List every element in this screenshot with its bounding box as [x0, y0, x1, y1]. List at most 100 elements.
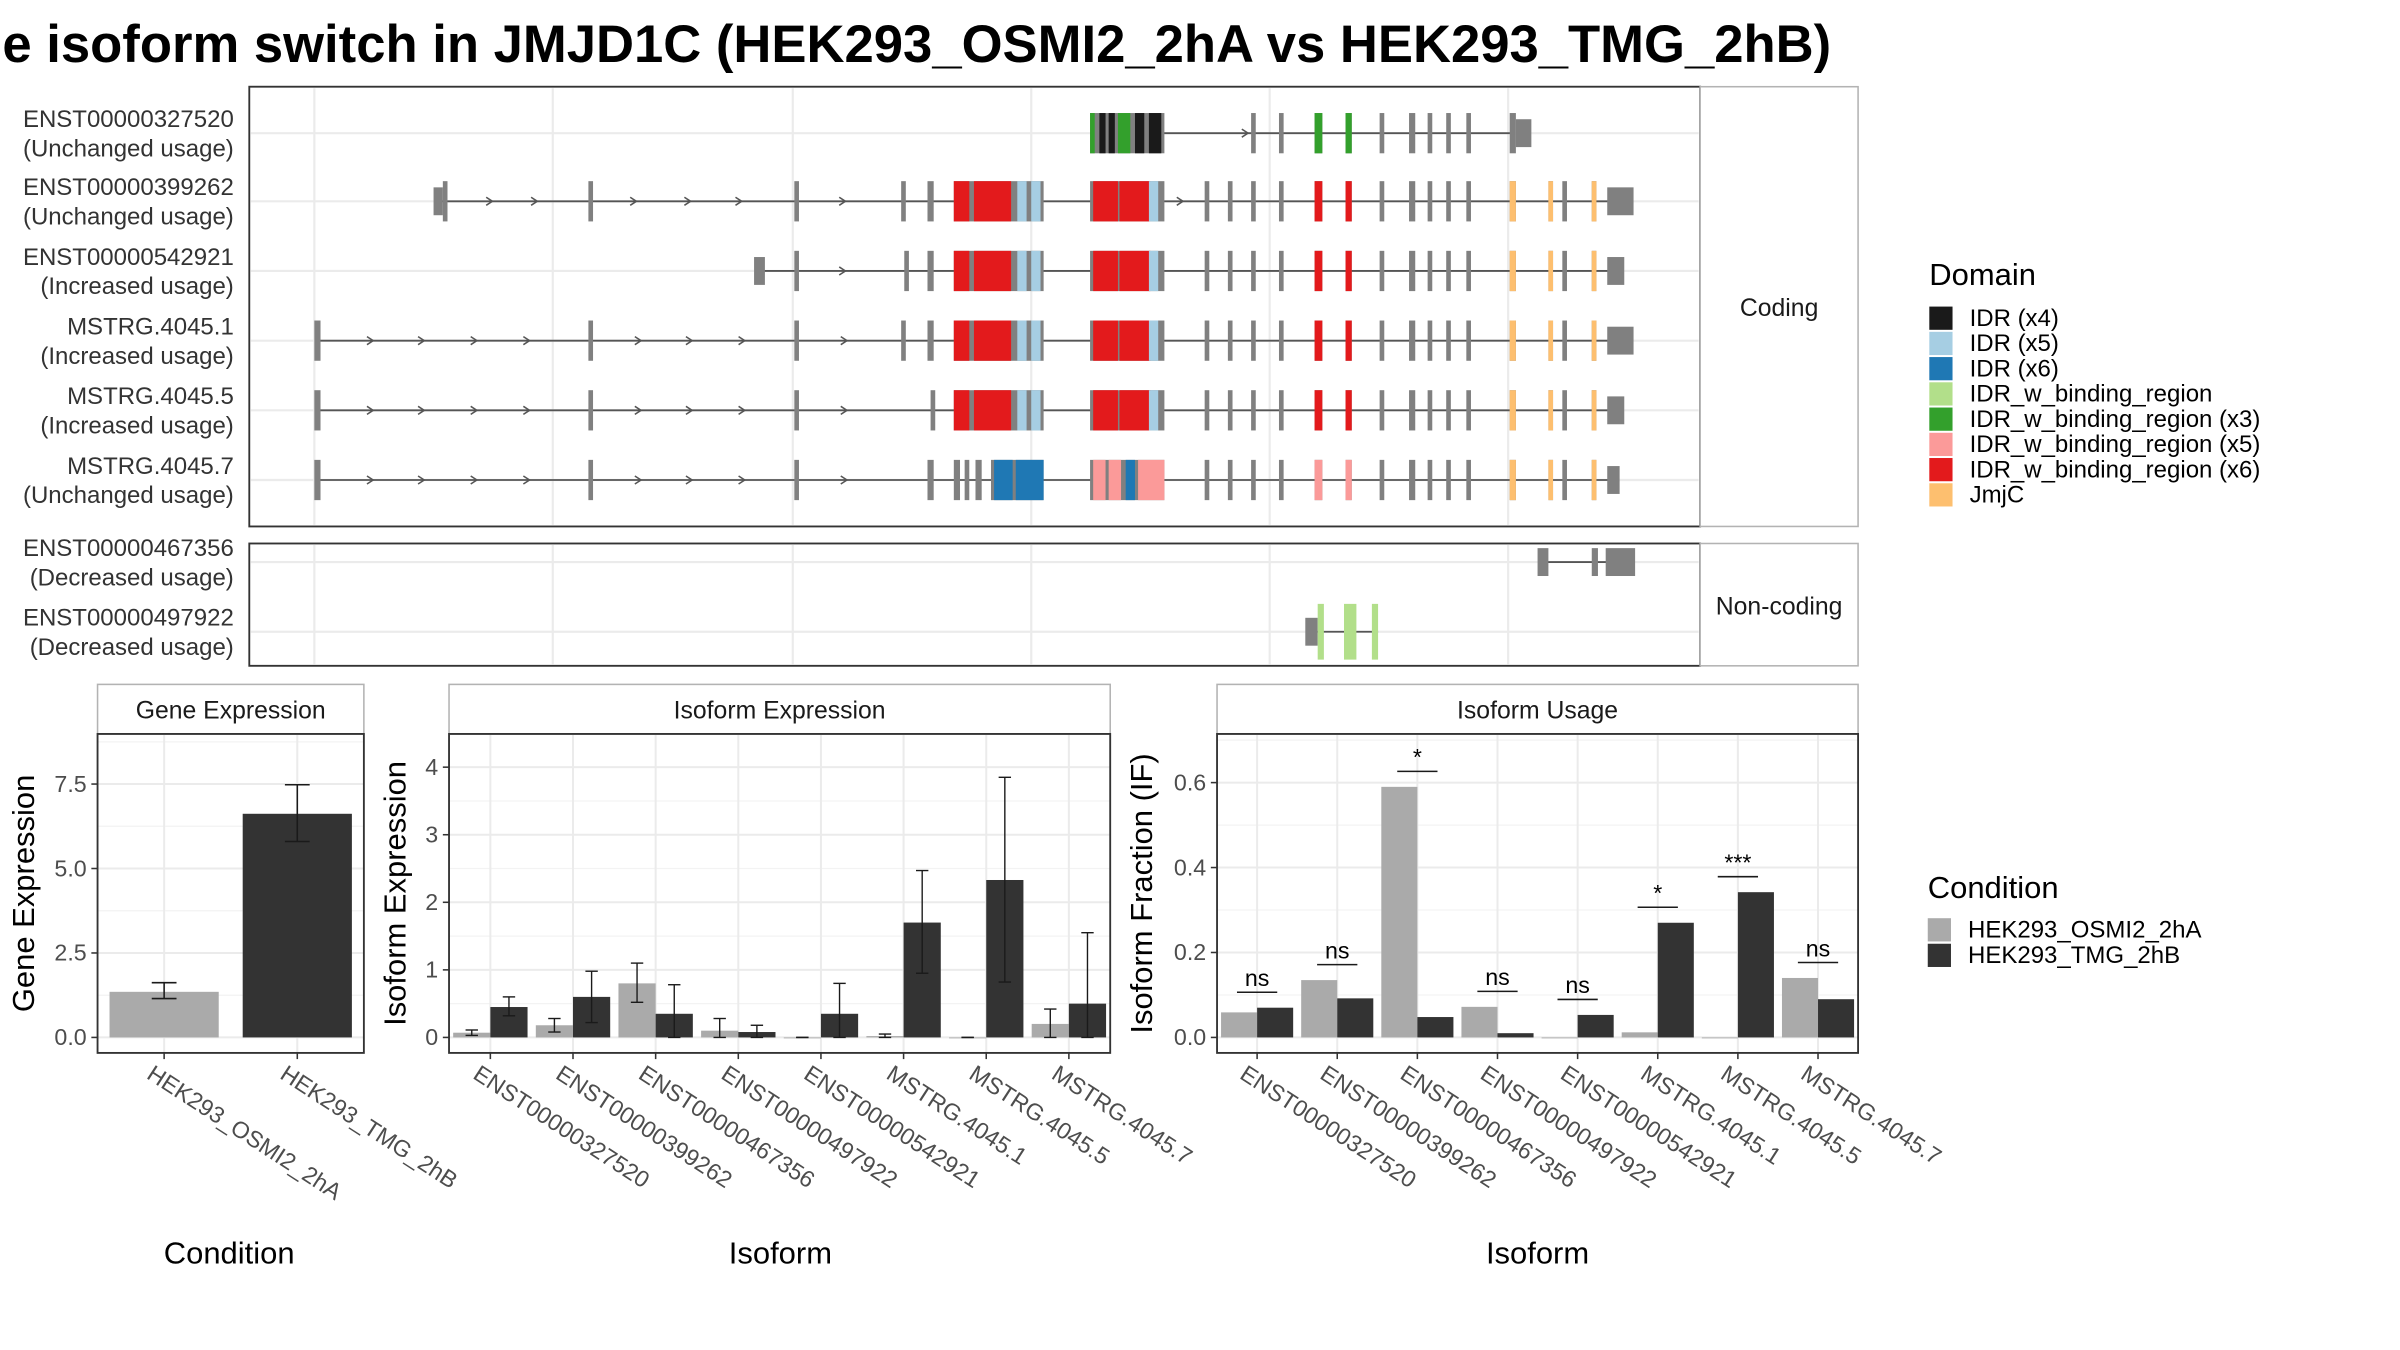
- tx-enst497922-domain-0: [1317, 603, 1324, 660]
- tx-mstrg1-exon-20: [1562, 320, 1567, 361]
- chart0-bar-0: [109, 991, 219, 1038]
- tx-mstrg1-domain-3: [1031, 320, 1041, 361]
- tx-mstrg1-domain-6: [1148, 320, 1159, 361]
- tx-mstrg1-strand-arrow-5: [685, 335, 694, 346]
- tx-mstrg1-strand-arrow-6: [738, 335, 747, 346]
- chart0-strip: [96, 683, 365, 735]
- tx-enst399262-exon-8: [1227, 181, 1233, 222]
- domain-legend-label-4: IDR_w_binding_region (x3): [1970, 406, 2261, 433]
- chart2-bar-s0-1: [1301, 980, 1338, 1038]
- tx-mstrg1-strand-arrow-7: [840, 335, 849, 346]
- tx-enst542921-exon-0: [794, 250, 799, 292]
- chart1-ytick-label-1: 1: [425, 957, 438, 983]
- tx-mstrg7-domain-8: [1345, 459, 1352, 501]
- tx-mstrg5-exon-19: [1562, 390, 1567, 431]
- tx-enst399262-strand-arrow-4: [735, 196, 744, 206]
- noncoding-facet-label: Non-coding: [1716, 594, 1843, 621]
- tx-mstrg7-strand-arrow-0: [366, 475, 375, 485]
- domain-legend-swatch-1: [1929, 331, 1953, 356]
- tx-mstrg1-exon-2: [794, 320, 799, 361]
- tx-mstrg5-strand-arrow-3: [522, 405, 531, 416]
- tx-mstrg1-exon-3: [901, 320, 906, 361]
- tx-mstrg1-domain-0: [953, 320, 970, 361]
- tx-mstrg7-exon-11: [1251, 459, 1256, 501]
- tx-enst542921-domain-6: [1148, 250, 1159, 292]
- chart2-ytick-label-3: 0.6: [1174, 769, 1206, 795]
- tx-mstrg1-strand-arrow-3: [522, 335, 531, 346]
- tx-mstrg7-strand-arrow-6: [738, 475, 747, 485]
- tx-enst327520-strand-arrow-0: [1241, 128, 1250, 138]
- tx-mstrg5-exon-14: [1427, 390, 1433, 431]
- chart2-sig-label-2: *: [1413, 744, 1422, 770]
- coding-facet-label: Coding: [1740, 295, 1818, 322]
- tx-mstrg7-3-utr: [1607, 466, 1620, 494]
- tx-enst327520-utr: [1515, 119, 1532, 148]
- tx-enst399262-domain-6: [1148, 181, 1159, 222]
- tx-enst327520-exon-8: [1446, 113, 1451, 154]
- chart0-yaxis-title: Gene Expression: [6, 775, 41, 1012]
- tx-mstrg5-domain-0: [953, 390, 970, 431]
- tx-mstrg7-exon-9: [1204, 459, 1210, 501]
- transcript-usage-label-1: (Unchanged usage): [23, 204, 234, 231]
- figure-title: The isoform switch in JMJD1C (HEK293_OSM…: [0, 15, 1831, 74]
- tx-mstrg1-exon-15: [1427, 320, 1433, 361]
- tx-mstrg5-strand-arrow-2: [470, 405, 479, 416]
- tx-enst399262-domain-0: [953, 181, 970, 222]
- transcript-usage-label-5: (Unchanged usage): [23, 482, 234, 509]
- tx-enst497922-a-utr: [1305, 617, 1318, 646]
- tx-enst542921-domain-7: [1314, 250, 1323, 292]
- tx-enst399262-exon-9: [1251, 181, 1256, 222]
- tx-enst542921-exon-1: [904, 250, 909, 292]
- tx-enst467356-c-utr: [1605, 548, 1636, 577]
- chart2-bar-s1-0: [1257, 1007, 1294, 1038]
- chart2-ytick-label-1: 0.2: [1174, 939, 1206, 965]
- tx-mstrg1-exon-16: [1446, 320, 1451, 361]
- tx-mstrg1-exon-7: [1204, 320, 1210, 361]
- tx-enst399262-exon-2: [794, 181, 799, 222]
- tx-enst327520-domain-2: [1108, 113, 1115, 154]
- tx-mstrg7-domain-10: [1548, 459, 1554, 501]
- chart2-sig-label-1: ns: [1325, 937, 1350, 963]
- tx-enst542921-5-utr: [754, 257, 765, 285]
- tx-mstrg1-exon-17: [1466, 320, 1471, 361]
- tx-mstrg7-strand-arrow-3: [522, 475, 531, 485]
- tx-mstrg5-domain-7: [1314, 390, 1323, 431]
- tx-enst467356-a-utr: [1537, 548, 1549, 577]
- tx-enst542921-exon-7: [1251, 250, 1256, 292]
- tx-enst399262-domain-4: [1093, 181, 1118, 222]
- tx-enst399262-exon-10: [1278, 181, 1284, 222]
- tx-enst497922-domain-1: [1344, 603, 1357, 660]
- condition-legend-label-0: HEK293_OSMI2_2hA: [1968, 917, 2201, 944]
- tx-enst327520-domain-5: [1148, 113, 1162, 154]
- tx-mstrg7-exon-3: [927, 459, 934, 501]
- tx-mstrg5-strand-arrow-4: [634, 405, 643, 416]
- transcript-id-label-4: MSTRG.4045.5: [67, 383, 234, 410]
- tx-enst399262-3-utr: [1607, 187, 1634, 216]
- tx-mstrg5-exon-0: [314, 390, 321, 431]
- chart2-bar-s0-3: [1461, 1006, 1498, 1038]
- domain-legend-swatch-3: [1929, 382, 1953, 406]
- transcript-usage-label-4: (Increased usage): [40, 413, 233, 440]
- tx-mstrg5-domain-1: [973, 390, 1012, 431]
- tx-mstrg5-exon-16: [1466, 390, 1471, 431]
- tx-enst399262-domain-3: [1031, 181, 1041, 222]
- tx-enst542921-exon-14: [1446, 250, 1451, 292]
- tx-mstrg7-strand-arrow-1: [417, 475, 426, 485]
- chart2-sig-label-7: ns: [1806, 935, 1831, 961]
- tx-mstrg7-domain-1: [1015, 459, 1041, 501]
- tx-mstrg1-domain-10: [1548, 320, 1554, 361]
- tx-enst542921-exon-18: [1562, 250, 1567, 292]
- chart1-title: Isoform Expression: [674, 697, 886, 724]
- tx-mstrg1-domain-11: [1591, 320, 1597, 361]
- chart2-bar-s1-5: [1657, 922, 1694, 1038]
- tx-enst542921-exon-15: [1466, 250, 1471, 292]
- tx-mstrg7-domain-11: [1591, 459, 1597, 501]
- tx-mstrg5-strand-arrow-7: [840, 405, 849, 416]
- tx-mstrg7-domain-6: [1138, 459, 1165, 501]
- tx-enst542921-3-utr: [1607, 257, 1625, 285]
- tx-mstrg7-domain-4: [1108, 459, 1122, 501]
- transcript-id-label-0: ENST00000327520: [23, 106, 234, 133]
- tx-mstrg5-exon-6: [1204, 390, 1210, 431]
